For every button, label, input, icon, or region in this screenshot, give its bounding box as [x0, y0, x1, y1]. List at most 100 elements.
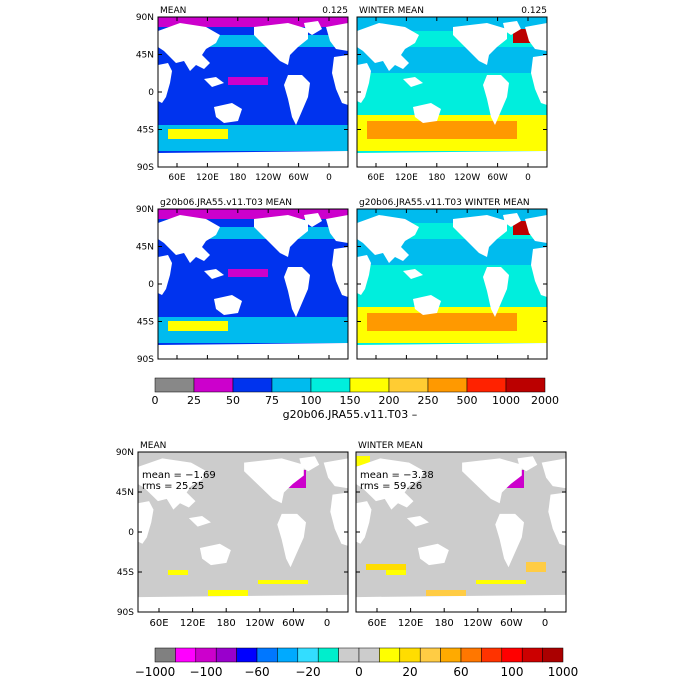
lon-label: 120W [255, 173, 281, 183]
mean-stat: mean = −1.69 [142, 470, 216, 481]
colorbar-swatch [349, 377, 390, 393]
colorbar-swatch [542, 647, 564, 663]
colorbar-label: 200 [379, 394, 400, 407]
lon-label: 60W [500, 618, 523, 629]
colorbar-swatch [419, 647, 441, 663]
colorbar-swatch [193, 377, 234, 393]
lat-label: 90S [137, 163, 154, 173]
lat-label: 0 [148, 280, 154, 290]
lon-label: 180 [217, 618, 236, 629]
colorbar-swatch [215, 647, 237, 663]
lon-label: 120E [395, 173, 418, 183]
lat-label: 45N [136, 243, 154, 253]
colorbar-swatch [271, 377, 312, 393]
lon-label: 180 [229, 173, 246, 183]
colorbar-label: 25 [187, 394, 201, 407]
lon-label: 0 [542, 618, 548, 629]
lat-label: 45S [117, 568, 134, 578]
colorbar-swatch [232, 377, 273, 393]
colorbar-label: 1000 [548, 665, 579, 679]
colorbar-label: 1000 [492, 394, 520, 407]
lon-label: 60W [282, 618, 305, 629]
lon-label: 0 [326, 173, 332, 183]
colorbar-swatch [317, 647, 339, 663]
colorbar-swatch [388, 377, 429, 393]
lat-label: 45S [137, 126, 154, 136]
colorbar-label: 250 [418, 394, 439, 407]
lat-label: 45N [136, 51, 154, 61]
lon-label: 120E [180, 618, 205, 629]
colorbar-swatch [460, 647, 482, 663]
lon-label: 120E [196, 173, 219, 183]
colorbar-swatch [195, 647, 217, 663]
map-panel-p4: g20b06.JRA55.v11.T03 WINTER MEAN [356, 198, 548, 360]
colorbar-swatch [338, 647, 360, 663]
colorbar-title: g20b06.JRA55.v11.T03 – [283, 408, 418, 421]
colorbar-label: −20 [295, 665, 320, 679]
bottom-colorbar: −1000 −100 −60 −20 0 20 60 100 1000 [135, 647, 579, 679]
lat-label: 90S [117, 608, 134, 618]
colorbar-swatch [481, 647, 503, 663]
colorbar-label: 60 [453, 665, 468, 679]
panel-title: WINTER MEAN [358, 441, 423, 451]
lon-label: 60E [367, 173, 384, 183]
colorbar-swatch [175, 647, 197, 663]
lat-label: 90N [116, 448, 134, 458]
colorbar-swatch [521, 647, 543, 663]
top-panels: MEAN 0.125 90N 45N 0 45S 90S 60E 120E 180 120W 60W 0… [136, 6, 548, 365]
colorbar-swatch [310, 377, 351, 393]
colorbar-label: 150 [340, 394, 361, 407]
lon-label: 60E [367, 618, 386, 629]
lon-label: 120W [463, 618, 492, 629]
panel-corner-value: 0.125 [322, 6, 348, 16]
lat-label: 90S [137, 355, 154, 365]
lon-label: 60W [487, 173, 507, 183]
lat-label: 90N [136, 13, 154, 23]
lon-label: 180 [435, 618, 454, 629]
panel-corner-value: 0.125 [521, 6, 547, 16]
colorbar-swatch [501, 647, 523, 663]
colorbar-swatch [358, 647, 380, 663]
lat-label: 45S [137, 318, 154, 328]
colorbar-swatch [505, 377, 546, 393]
colorbar-label: 20 [402, 665, 417, 679]
mean-stat: mean = −3.38 [360, 470, 434, 481]
colorbar-swatch [466, 377, 507, 393]
colorbar-swatch [297, 647, 319, 663]
lon-label: 120W [454, 173, 480, 183]
colorbar-swatch [154, 647, 176, 663]
colorbar-label: 75 [265, 394, 279, 407]
colorbar-swatch [236, 647, 258, 663]
top-colorbar: 0 25 50 75 100 150 200 250 500 1000 2000 g20b06.JRA… [152, 377, 559, 421]
colorbar-label: 50 [226, 394, 240, 407]
panel-title: MEAN [160, 6, 186, 16]
lat-label: 45N [116, 488, 134, 498]
lon-label: 120E [398, 618, 423, 629]
lat-label: 90N [136, 205, 154, 215]
map-panel-p1: MEAN 0.125 90N 45N 0 45S 90S 60E 120E 180 120W 60W 0 [136, 6, 349, 183]
lon-label: 60W [288, 173, 308, 183]
colorbar-label: 100 [501, 665, 524, 679]
panel-title: MEAN [140, 441, 166, 451]
colorbar-label: −100 [190, 665, 223, 679]
colorbar-label: −1000 [135, 665, 176, 679]
lon-label: 120W [245, 618, 274, 629]
colorbar-swatch [427, 377, 468, 393]
colorbar-label: 100 [301, 394, 322, 407]
colorbar-label: 2000 [531, 394, 559, 407]
lon-label: 60E [168, 173, 185, 183]
panel-title: g20b06.JRA55.v11.T03 WINTER MEAN [359, 198, 530, 208]
colorbar-swatch [277, 647, 299, 663]
panel-title: g20b06.JRA55.v11.T03 MEAN [160, 198, 292, 208]
colorbar-swatch [440, 647, 462, 663]
colorbar-swatch [379, 647, 401, 663]
colorbar-label: −60 [244, 665, 269, 679]
lat-label: 0 [148, 88, 154, 98]
colorbar-label: 500 [457, 394, 478, 407]
lon-label: 0 [525, 173, 531, 183]
colorbar-swatch [399, 647, 421, 663]
lon-label: 60E [149, 618, 168, 629]
